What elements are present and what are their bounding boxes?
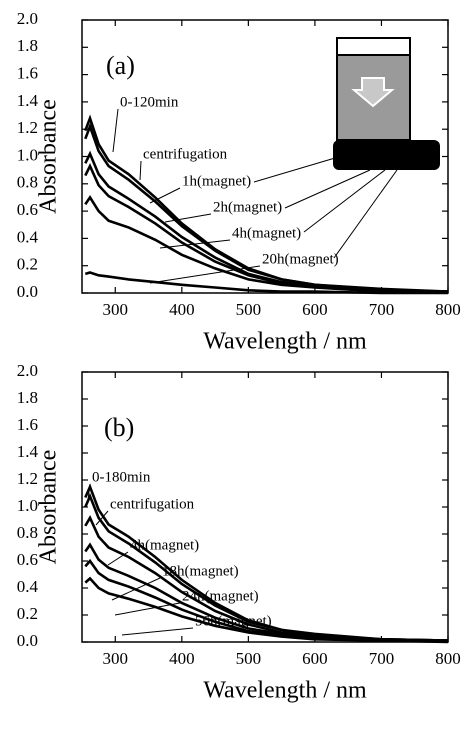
x-tick-label: 700: [369, 300, 395, 319]
leader-line: [95, 510, 109, 526]
magnet: [333, 140, 440, 170]
y-tick-label: 1.6: [17, 415, 38, 434]
data-line: [84, 122, 449, 293]
y-tick-label: 1.6: [17, 64, 38, 83]
leader-line: [107, 551, 129, 566]
data-line: [84, 195, 448, 293]
y-tick-label: 0.0: [17, 631, 38, 650]
series-label: 4h(magnet): [232, 225, 301, 241]
y-tick-label: 0.4: [17, 227, 39, 246]
y-tick-label: 0.4: [17, 577, 39, 596]
leader-line: [149, 265, 261, 284]
leader-line: [112, 108, 119, 153]
y-tick-label: 1.0: [17, 496, 38, 515]
series-label: centrifugation: [143, 146, 228, 162]
x-tick-label: 500: [236, 649, 262, 668]
leader-line: [284, 169, 371, 209]
y-tick-label: 1.8: [17, 388, 38, 407]
y-tick-label: 2.0: [17, 9, 38, 28]
series-label: centrifugation: [110, 496, 195, 512]
y-tick-label: 1.2: [17, 469, 38, 488]
x-tick-label: 400: [169, 649, 195, 668]
series-label: 0-180min: [92, 469, 151, 485]
x-tick-label: 500: [236, 300, 262, 319]
leader-line: [253, 157, 336, 183]
series-label: 1h(magnet): [182, 173, 251, 189]
y-tick-label: 0.6: [17, 550, 38, 569]
series-label: 2h(magnet): [213, 199, 282, 215]
x-tick-label: 800: [435, 300, 461, 319]
y-tick-label: 1.2: [17, 118, 38, 137]
y-tick-label: 1.8: [17, 36, 38, 55]
series-label: 20h(magnet): [262, 251, 339, 267]
series-label: 4h(magnet): [130, 537, 199, 553]
vial-top: [336, 37, 411, 56]
data-line: [84, 483, 449, 642]
x-tick-label: 600: [302, 300, 328, 319]
y-tick-label: 0.6: [17, 200, 38, 219]
y-tick-label: 1.0: [17, 145, 38, 164]
leader-line: [159, 239, 231, 249]
leader-line: [139, 160, 142, 181]
leader-line: [149, 187, 181, 204]
x-tick-label: 400: [169, 300, 195, 319]
x-tick-label: 300: [103, 300, 129, 319]
y-tick-label: 0.2: [17, 255, 38, 274]
panel-label: (b): [104, 413, 134, 442]
panel-label: (a): [106, 51, 135, 80]
series-label: 24h(magnet): [182, 588, 259, 604]
series-label: 0-120min: [120, 94, 179, 110]
y-tick-label: 0.8: [17, 523, 38, 542]
arrow: [351, 77, 395, 108]
leader-line: [333, 169, 398, 259]
data-line: [84, 542, 448, 642]
leader-line: [121, 627, 194, 636]
leader-line: [114, 602, 181, 616]
y-axis-label: Absorbance: [36, 450, 62, 565]
y-tick-label: 1.4: [17, 442, 39, 461]
x-tick-label: 300: [103, 649, 129, 668]
y-tick-label: 0.2: [17, 604, 38, 623]
y-tick-label: 2.0: [17, 361, 38, 380]
y-axis-label: Absorbance: [36, 99, 62, 214]
y-tick-label: 0.0: [17, 282, 38, 301]
series-label: 56h(magnet): [195, 613, 272, 629]
data-line: [84, 576, 449, 644]
series-label: 18h(magnet): [162, 563, 239, 579]
x-axis-label: Wavelength / nm: [203, 329, 367, 355]
y-tick-label: 0.8: [17, 173, 38, 192]
x-axis-label: Wavelength / nm: [203, 678, 367, 704]
leader-line: [303, 169, 386, 233]
data-line: [84, 271, 448, 295]
x-tick-label: 700: [369, 649, 395, 668]
x-tick-label: 600: [302, 649, 328, 668]
leader-line: [164, 213, 212, 223]
magnet-inset: [333, 37, 440, 170]
y-tick-label: 1.4: [17, 91, 39, 110]
x-tick-label: 800: [435, 649, 461, 668]
